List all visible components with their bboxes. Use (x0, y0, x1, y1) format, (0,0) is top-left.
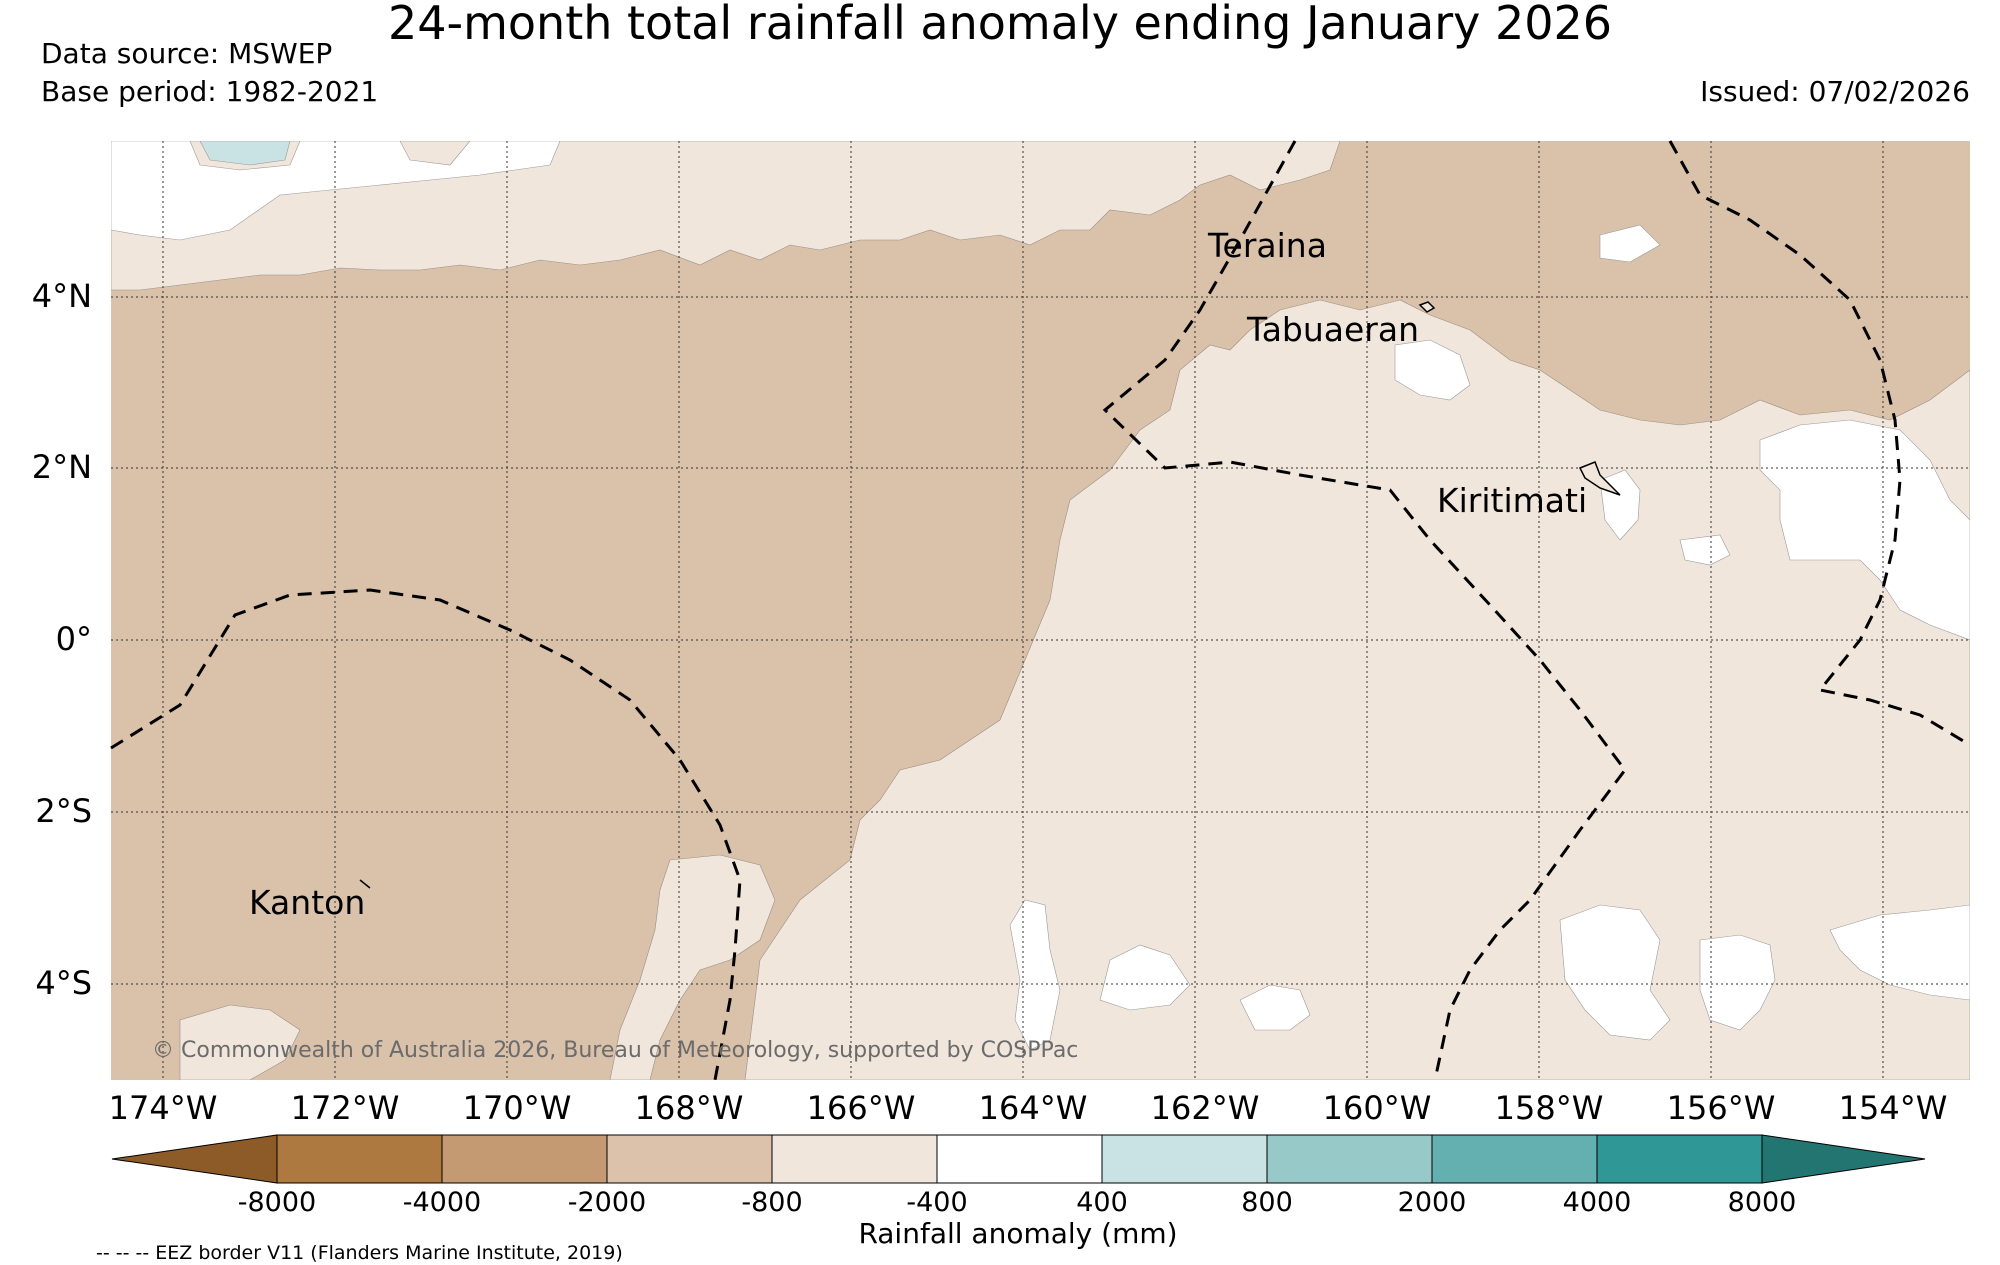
colorbar-cell (1596, 1134, 1763, 1184)
eez-border-line-west (1102, 140, 1627, 1081)
colorbar-cell (606, 1134, 773, 1184)
colorbar-label: Rainfall anomaly (mm) (858, 1217, 1178, 1250)
graticule (111, 141, 1970, 1080)
colorbar-tick-800: 800 (1241, 1187, 1293, 1218)
island-tabuaeran (1418, 301, 1436, 313)
lon-label-164w: 164°W (978, 1089, 1088, 1127)
neutral-patch-east-1 (1759, 419, 1970, 641)
colorbar-tick-minus-800: -800 (741, 1187, 803, 1218)
neutral-patch-top (111, 141, 561, 241)
lon-label-160w: 160°W (1322, 1089, 1432, 1127)
colorbar-tick-minus-400: -400 (906, 1187, 968, 1218)
place-label-kanton: Kanton (249, 883, 366, 922)
neutral-patch-south-2 (1699, 934, 1776, 1031)
lon-label-170w: 170°W (462, 1089, 572, 1127)
wet-patch-top (199, 141, 291, 166)
lon-label-158w: 158°W (1494, 1089, 1604, 1127)
lat-label-4s: 4°S (35, 964, 92, 1002)
colorbar-tick-4000: 4000 (1562, 1187, 1632, 1218)
dry-patch-southwest-2 (179, 1004, 301, 1080)
lon-label-168w: 168°W (634, 1089, 744, 1127)
colorbar-cell (771, 1134, 938, 1184)
colorbar-cell (1431, 1134, 1598, 1184)
lon-label-154w: 154°W (1838, 1089, 1948, 1127)
colorbar-cell (1266, 1134, 1433, 1184)
colorbar-cell (1101, 1134, 1268, 1184)
island-kiritimati (1578, 461, 1621, 496)
dry-region-east (744, 299, 1970, 1080)
base-period: Base period: 1982-2021 (41, 75, 379, 108)
place-label-kiritimati: Kiritimati (1437, 481, 1588, 520)
colorbar-tick-minus-4000: -4000 (402, 1187, 482, 1218)
colorbar-tick-8000: 8000 (1727, 1187, 1797, 1218)
colorbar-cell (441, 1134, 608, 1184)
eez-legend-note: -- -- -- EEZ border V11 (Flanders Marine… (96, 1242, 623, 1264)
lat-label-4n: 4°N (31, 277, 92, 315)
neutral-patch-south-5 (1099, 944, 1191, 1011)
lon-label-162w: 162°W (1150, 1089, 1260, 1127)
eez-borders (110, 140, 1971, 1081)
copyright-notice: © Commonwealth of Australia 2026, Bureau… (152, 1038, 1079, 1063)
lon-label-166w: 166°W (806, 1089, 916, 1127)
islands (359, 301, 1621, 889)
lon-label-156w: 156°W (1666, 1089, 1776, 1127)
lat-label-0: 0° (55, 620, 92, 658)
place-label-tabuaeran: Tabuaeran (1247, 310, 1420, 349)
map-title: 24-month total rainfall anomaly ending J… (387, 0, 1613, 50)
colorbar-tick-minus-2000: -2000 (567, 1187, 647, 1218)
lon-label-174w: 174°W (108, 1089, 218, 1127)
colorbar-cell (276, 1134, 443, 1184)
dry-patch-southwest-1 (609, 854, 776, 1080)
issued-date: Issued: 07/02/2026 (1700, 75, 1970, 108)
colorbar-cell (936, 1134, 1103, 1184)
colorbar-tick-minus-8000: -8000 (237, 1187, 317, 1218)
neutral-patch-tabuaeran (1394, 339, 1471, 401)
lat-label-2s: 2°S (35, 792, 92, 830)
colorbar-extend-high (1761, 1134, 1926, 1184)
neutral-patch-east-3 (1679, 534, 1731, 566)
eez-border-line-east (1668, 140, 1971, 747)
colorbar-tick-400: 400 (1076, 1187, 1128, 1218)
colorbar-extend-low (111, 1134, 278, 1184)
neutral-patch-south-6 (1239, 984, 1311, 1031)
data-source: Data source: MSWEP (41, 37, 333, 70)
neutral-patch-south-1 (1559, 904, 1671, 1041)
neutral-patch-south-3 (1829, 904, 1970, 1001)
colorbar-cells (111, 1134, 1926, 1184)
place-label-teraina: Teraina (1208, 226, 1327, 265)
eez-border-phoenix (110, 588, 742, 1081)
lat-label-2n: 2°N (31, 448, 92, 486)
neutral-patch-teraina (1599, 224, 1661, 263)
lon-label-172w: 172°W (290, 1089, 400, 1127)
island-kanton (359, 879, 371, 889)
colorbar-tick-2000: 2000 (1397, 1187, 1467, 1218)
